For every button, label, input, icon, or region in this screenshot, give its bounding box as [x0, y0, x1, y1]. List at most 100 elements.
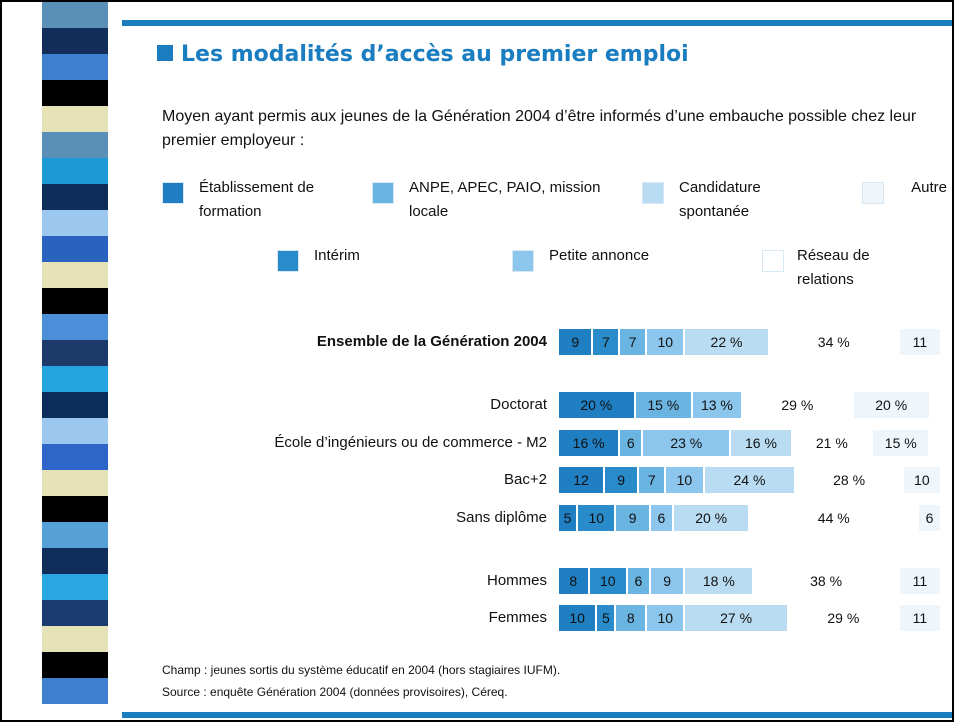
bar-segment: 20 %	[674, 505, 751, 531]
data-label: 10	[569, 610, 585, 626]
bar-segment: 29 %	[789, 605, 900, 631]
data-label: 5	[602, 610, 610, 626]
bar-segment: 22 %	[685, 329, 769, 355]
data-label: 24 %	[734, 472, 766, 488]
bar-segment: 8	[559, 568, 590, 594]
legend-label: Autre	[897, 176, 947, 200]
category-label: Bac+2	[127, 467, 547, 493]
bar-segment: 16 %	[559, 430, 620, 456]
bar-segment: 10	[666, 467, 704, 493]
bar-segment: 15 %	[636, 392, 693, 418]
legend-label: ANPE, APEC, PAIO, mission locale	[409, 176, 609, 224]
legend-swatch	[762, 250, 784, 272]
data-label: 6	[627, 435, 635, 451]
data-label: 6	[635, 573, 643, 589]
category-label: Sans diplôme	[127, 505, 547, 531]
data-label: 20 %	[580, 397, 612, 413]
bar-segment: 10	[578, 505, 616, 531]
bar-segment: 9	[651, 568, 685, 594]
note: Source : enquête Génération 2004 (donnée…	[162, 685, 508, 699]
legend-swatch	[642, 182, 664, 204]
data-label: 21 %	[816, 435, 848, 451]
bar-segment: 7	[620, 329, 647, 355]
data-label: 10	[657, 334, 673, 350]
legend-label: Candidature spontanée	[679, 176, 799, 224]
data-label: 11	[913, 610, 928, 626]
data-label: 13 %	[701, 397, 733, 413]
bar-segment: 28 %	[796, 467, 903, 493]
category-label: Hommes	[127, 568, 547, 594]
bar-segment: 24 %	[705, 467, 797, 493]
data-label: 12	[573, 472, 589, 488]
subtitle: Moyen ayant permis aux jeunes de la Géné…	[162, 105, 942, 153]
data-label: 7	[602, 334, 610, 350]
legend-swatch	[277, 250, 299, 272]
note: Champ : jeunes sortis du système éducati…	[162, 663, 560, 677]
bar-segment: 18 %	[685, 568, 754, 594]
bar-segment: 9	[616, 505, 650, 531]
bar-segment: 10	[904, 467, 942, 493]
data-label: 5	[564, 510, 572, 526]
data-label: 11	[913, 573, 928, 589]
data-label: 8	[627, 610, 635, 626]
data-label: 9	[571, 334, 579, 350]
legend-swatch	[512, 250, 534, 272]
bar-segment: 15 %	[873, 430, 930, 456]
bar-segment: 11	[900, 605, 942, 631]
data-label: 9	[663, 573, 671, 589]
data-label: 9	[629, 510, 637, 526]
data-label: 34 %	[818, 334, 850, 350]
bar-segment: 23 %	[643, 430, 731, 456]
bar-segment: 29 %	[743, 392, 854, 418]
data-label: 44 %	[818, 510, 850, 526]
bar-segment: 10	[559, 605, 597, 631]
legend-swatch	[372, 182, 394, 204]
legend-label: Intérim	[314, 244, 414, 268]
bar-segment: 38 %	[754, 568, 900, 594]
data-label: 20 %	[695, 510, 727, 526]
legend-label: Petite annonce	[549, 244, 659, 268]
category-label: Ensemble de la Génération 2004	[127, 329, 547, 355]
bar-segment: 16 %	[731, 430, 792, 456]
bar-segment: 9	[605, 467, 639, 493]
data-label: 22 %	[711, 334, 743, 350]
category-label: Doctorat	[127, 392, 547, 418]
legend-swatch	[162, 182, 184, 204]
data-label: 10	[677, 472, 693, 488]
decor-strip	[42, 2, 108, 704]
bar-segment: 6	[628, 568, 651, 594]
bar-segment: 34 %	[770, 329, 900, 355]
bar-segment: 10	[647, 605, 685, 631]
bar-segment: 27 %	[685, 605, 788, 631]
data-label: 20 %	[875, 397, 907, 413]
data-label: 29 %	[781, 397, 813, 413]
bottom-rule	[122, 712, 954, 718]
data-label: 11	[913, 334, 928, 350]
data-label: 15 %	[885, 435, 917, 451]
bar-segment: 6	[651, 505, 674, 531]
data-label: 6	[926, 510, 934, 526]
bar-segment: 6	[919, 505, 942, 531]
top-rule	[122, 20, 954, 26]
data-label: 18 %	[703, 573, 735, 589]
data-label: 16 %	[573, 435, 605, 451]
bar-segment: 9	[559, 329, 593, 355]
bar-segment: 44 %	[751, 505, 920, 531]
data-label: 7	[629, 334, 637, 350]
bar-segment: 13 %	[693, 392, 743, 418]
bar-segment: 21 %	[793, 430, 873, 456]
bar-segment: 10	[590, 568, 628, 594]
bar-segment: 11	[900, 568, 942, 594]
bar-segment: 8	[616, 605, 647, 631]
bar-segment: 20 %	[854, 392, 931, 418]
data-label: 27 %	[720, 610, 752, 626]
title: Les modalités d’accès au premier emploi	[157, 42, 689, 67]
title-text: Les modalités d’accès au premier emploi	[181, 42, 689, 67]
data-label: 28 %	[833, 472, 865, 488]
bar-segment: 7	[639, 467, 666, 493]
data-label: 9	[617, 472, 625, 488]
bar-segment: 20 %	[559, 392, 636, 418]
data-label: 15 %	[647, 397, 679, 413]
data-label: 10	[589, 510, 605, 526]
data-label: 16 %	[745, 435, 777, 451]
